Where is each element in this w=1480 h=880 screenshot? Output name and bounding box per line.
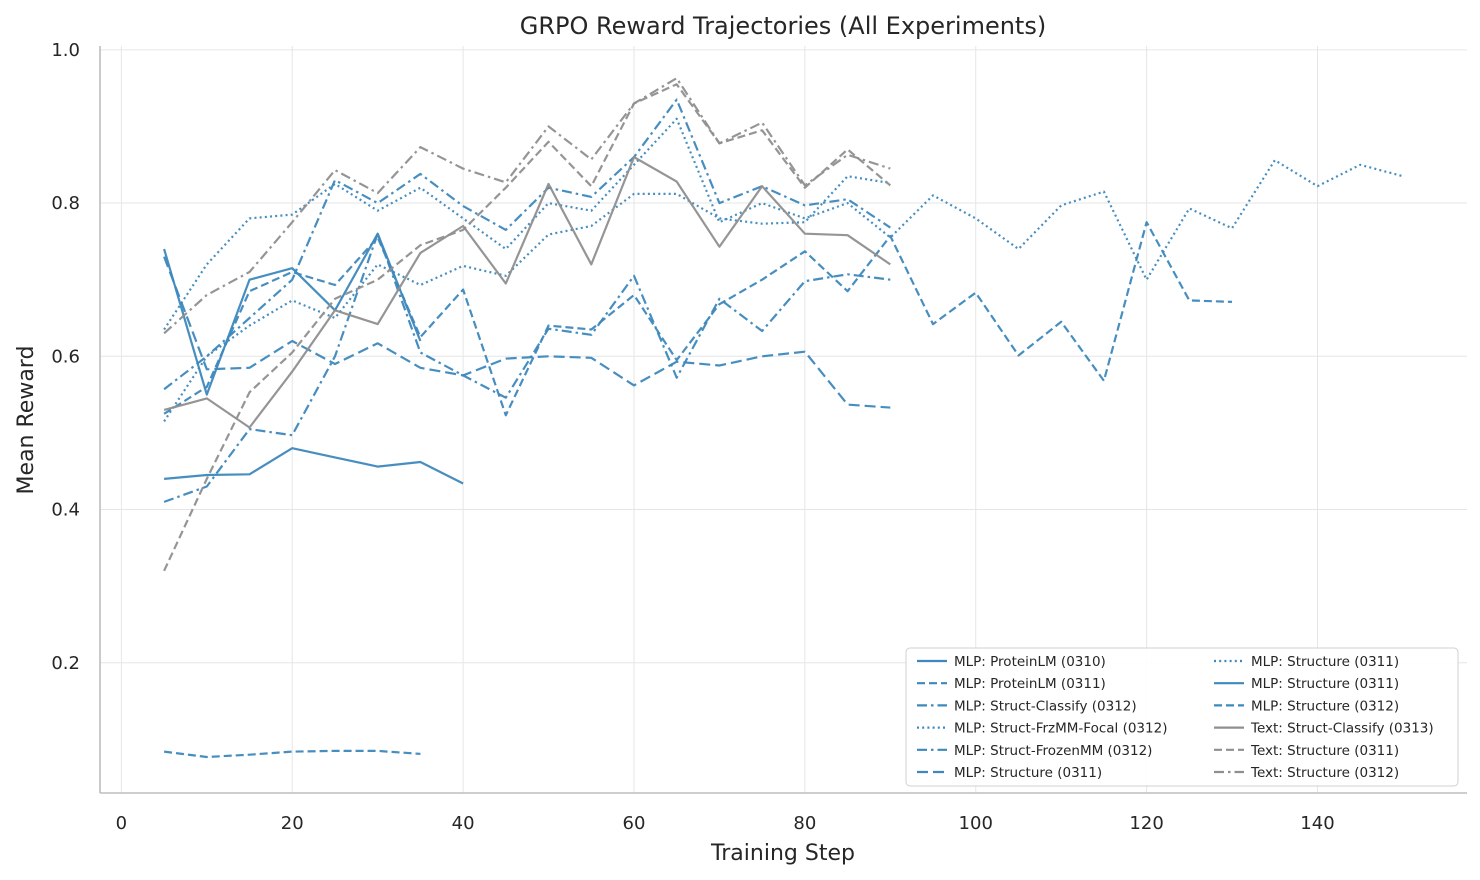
x-tick-label: 20 — [281, 813, 304, 834]
y-axis-label: Mean Reward — [14, 346, 39, 495]
series-line — [163, 749, 421, 759]
x-tick-label: 140 — [1300, 813, 1334, 834]
series-line — [163, 156, 891, 429]
y-tick-label: 1.0 — [51, 40, 80, 61]
legend-entry-label: MLP: Structure (0312) — [1251, 698, 1399, 714]
legend-entry-label: MLP: ProteinLM (0310) — [954, 654, 1106, 670]
legend-entry-label: MLP: Structure (0311) — [954, 765, 1102, 781]
legend-entry-label: MLP: ProteinLM (0311) — [954, 676, 1106, 692]
legend-entry-label: MLP: Struct-FrzMM-Focal (0312) — [954, 721, 1167, 737]
x-tick-label: 40 — [452, 813, 475, 834]
series-lines — [163, 77, 1404, 759]
series-line — [163, 98, 891, 391]
grid — [100, 46, 1467, 793]
legend-box — [905, 647, 1459, 787]
legend-entry-label: Text: Structure (0311) — [1250, 743, 1399, 759]
legend-entry-label: MLP: Structure (0311) — [1251, 654, 1399, 670]
y-tick-label: 0.6 — [51, 346, 80, 367]
legend-entry-label: Text: Struct-Classify (0313) — [1250, 721, 1434, 737]
legend-entry-label: Text: Structure (0312) — [1250, 765, 1399, 781]
x-tick-label: 120 — [1129, 813, 1163, 834]
series-line — [163, 232, 891, 503]
x-tick-label: 60 — [623, 813, 646, 834]
x-tick-label: 100 — [959, 813, 993, 834]
series-line — [163, 256, 891, 409]
legend-entry-label: MLP: Structure (0311) — [1251, 676, 1399, 692]
y-tick-label: 0.4 — [51, 500, 80, 521]
series-line — [163, 175, 891, 423]
series-line — [163, 77, 891, 335]
y-tick-label: 0.8 — [51, 193, 80, 214]
series-line — [163, 447, 464, 485]
tick-labels: 0 20 40 60 80 100 120 140 0.2 0.4 0.6 0.8 1.0 — [51, 40, 1334, 834]
series-line — [163, 232, 422, 396]
x-axis-label: Training Step — [710, 841, 855, 866]
series-line — [163, 83, 892, 572]
y-tick-label: 0.2 — [51, 653, 80, 674]
series-line — [163, 221, 1233, 417]
legend-entry-label: MLP: Struct-FrozenMM (0312) — [954, 743, 1152, 759]
axes — [99, 46, 1467, 794]
chart-title: GRPO Reward Trajectories (All Experiment… — [520, 12, 1046, 40]
x-tick-label: 80 — [793, 813, 816, 834]
legend: MLP: ProteinLM (0310) MLP: ProteinLM (031… — [905, 647, 1459, 787]
x-tick-label: 0 — [116, 813, 127, 834]
legend-entry-label: MLP: Struct-Classify (0312) — [954, 698, 1137, 714]
